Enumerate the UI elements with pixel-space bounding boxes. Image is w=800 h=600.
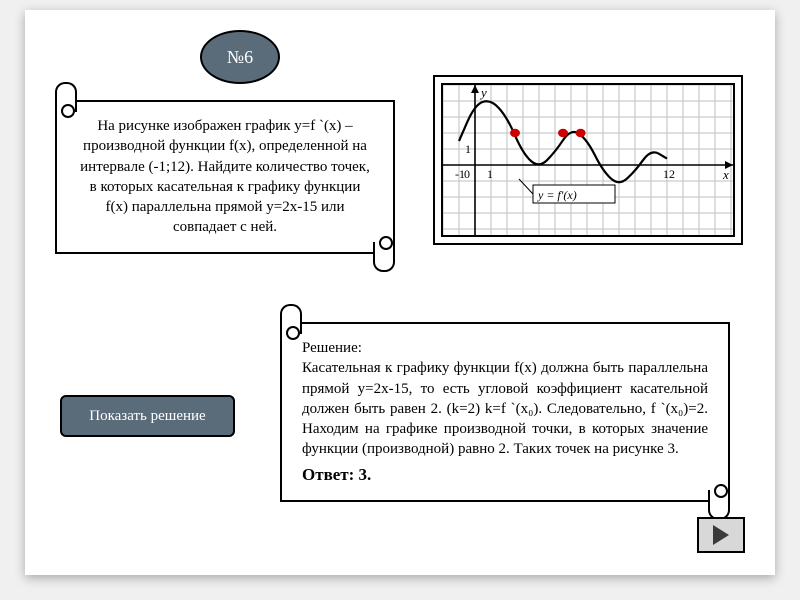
svg-text:-1: -1 — [455, 167, 465, 181]
slide: №6 На рисунке изображен график y=f `(x) … — [25, 10, 775, 575]
scroll-curl-icon — [55, 82, 77, 112]
problem-number-badge: №6 — [200, 30, 280, 84]
svg-text:1: 1 — [487, 167, 493, 181]
solution-text: Касательная к графику функции f(x) должн… — [302, 358, 708, 459]
scroll-curl-icon — [280, 304, 302, 334]
solution-label: Решение: — [302, 338, 708, 358]
scroll-curl-icon — [708, 490, 730, 520]
scroll-curl-icon — [373, 242, 395, 272]
svg-text:y: y — [479, 85, 487, 100]
problem-text: На рисунке изображен график y=f `(x) – п… — [77, 116, 373, 238]
play-icon — [713, 525, 729, 545]
next-button[interactable] — [697, 517, 745, 553]
problem-panel: На рисунке изображен график y=f `(x) – п… — [55, 100, 395, 254]
chart: xy0-11121y = f′(x) — [441, 83, 735, 237]
svg-text:x: x — [722, 167, 729, 182]
show-solution-button[interactable]: Показать решение — [60, 395, 235, 437]
chart-frame: xy0-11121y = f′(x) — [433, 75, 743, 245]
solution-answer: Ответ: 3. — [302, 464, 708, 487]
show-solution-label: Показать решение — [89, 408, 205, 424]
problem-number: №6 — [227, 47, 253, 67]
svg-text:1: 1 — [465, 142, 471, 156]
svg-text:12: 12 — [663, 167, 675, 181]
svg-text:y = f′(x): y = f′(x) — [537, 188, 577, 202]
solution-panel: Решение: Касательная к графику функции f… — [280, 322, 730, 502]
